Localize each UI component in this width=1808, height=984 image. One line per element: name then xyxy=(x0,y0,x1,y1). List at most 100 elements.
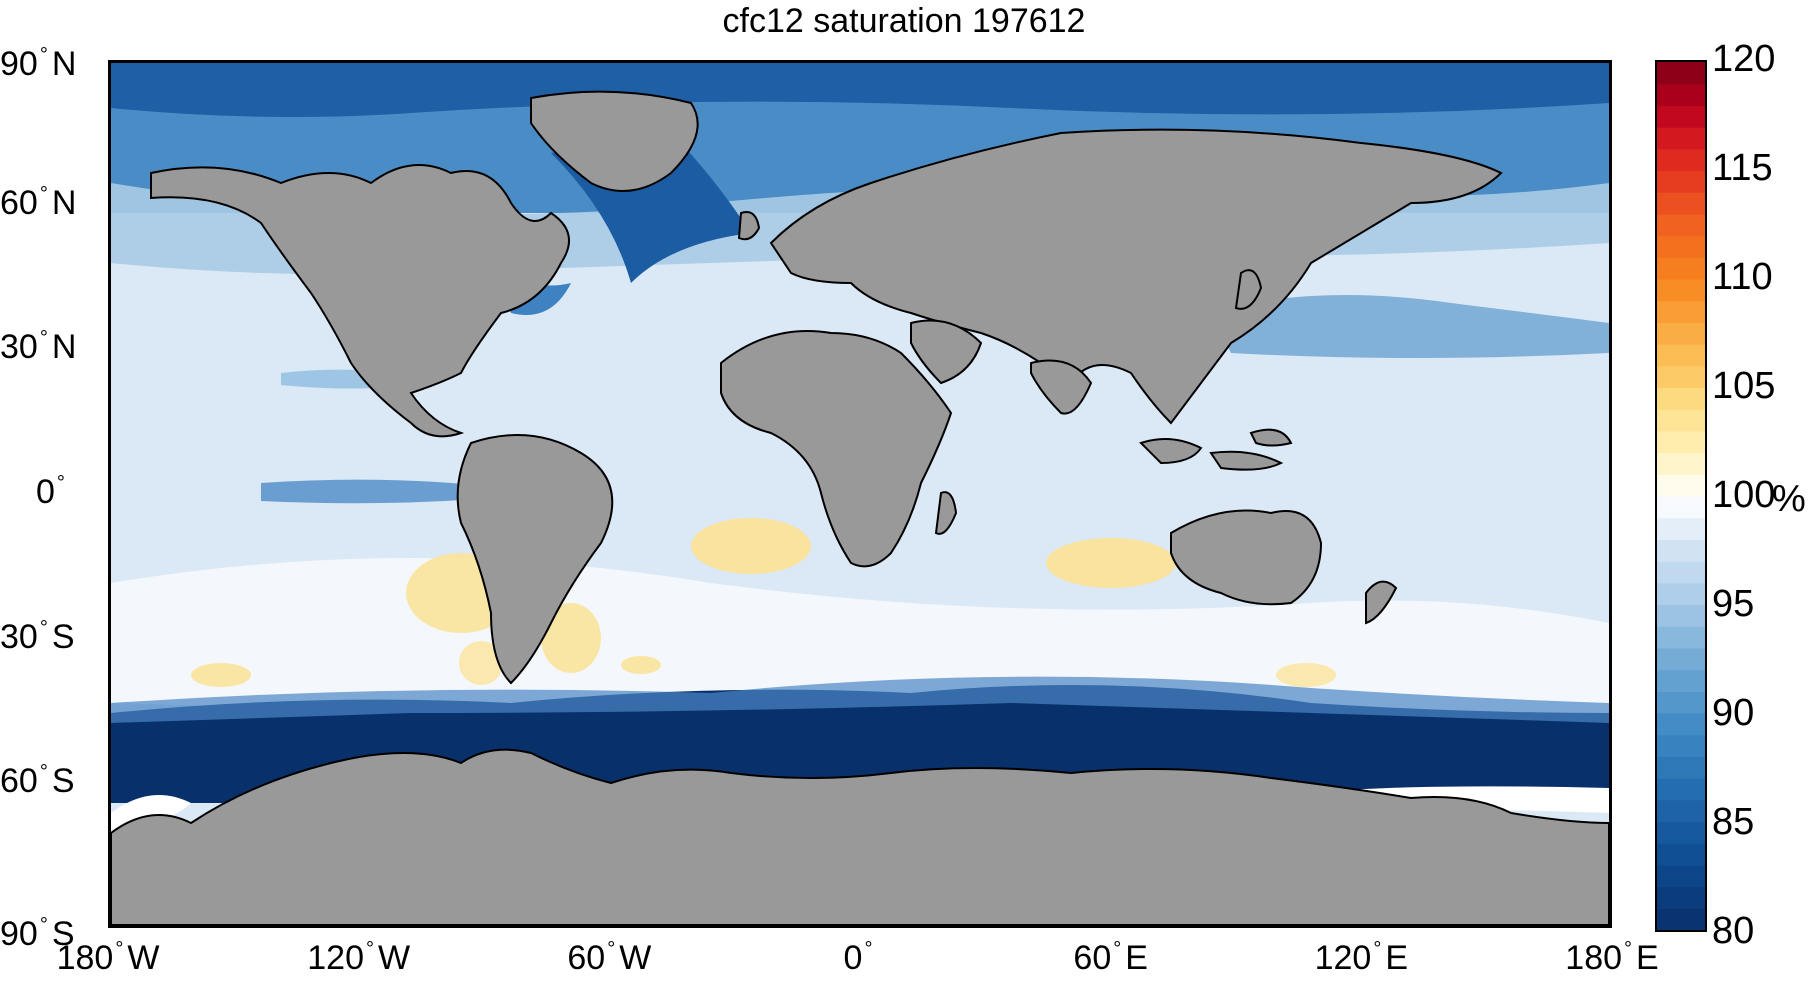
lon-label-value: 180 xyxy=(1565,939,1623,977)
lon-label-hemisphere: E xyxy=(1636,939,1659,977)
lat-label: 60 ° N xyxy=(0,183,76,223)
colorbar-tick-label: 105 xyxy=(1712,365,1776,407)
map-area[interactable] xyxy=(108,60,1612,928)
lon-label-value: 120 xyxy=(307,939,364,977)
colorbar-band xyxy=(1657,778,1705,801)
colorbar-band xyxy=(1657,387,1705,410)
colorbar-band xyxy=(1657,279,1705,302)
colorbar-band xyxy=(1657,604,1705,627)
colorbar-band xyxy=(1657,474,1705,497)
colorbar-band xyxy=(1657,127,1705,150)
map-title: cfc12 saturation 197612 xyxy=(722,2,1086,40)
degree-symbol: ° xyxy=(39,914,48,936)
lat-label: 0 ° xyxy=(36,472,69,512)
colorbar-band xyxy=(1657,647,1705,671)
colorbar-band xyxy=(1657,908,1705,930)
colorbar-band xyxy=(1657,365,1705,389)
colorbar-band xyxy=(1657,300,1705,323)
lon-label-value: 180 xyxy=(56,939,114,977)
lat-label: 90 ° S xyxy=(0,914,75,954)
colorbar-band xyxy=(1657,734,1705,757)
lon-label: 120 ° W xyxy=(307,938,410,978)
lon-label: 0 ° xyxy=(844,938,877,978)
north-america xyxy=(150,164,570,438)
africa xyxy=(720,330,953,568)
colorbar-band xyxy=(1657,561,1705,584)
degree-symbol: ° xyxy=(607,938,616,960)
degree-symbol: ° xyxy=(1624,938,1633,960)
lon-label-value: 60 xyxy=(1073,939,1112,977)
lat-label-hemisphere: N xyxy=(51,328,77,367)
lon-label-hemisphere: W xyxy=(619,939,652,977)
colorbar-band xyxy=(1657,691,1705,714)
lat-label-value: 60 xyxy=(0,183,38,222)
colorbar-tick-label: 120 xyxy=(1712,38,1776,80)
colorbar-band xyxy=(1657,83,1705,106)
degree-symbol: ° xyxy=(39,616,48,639)
australia xyxy=(1170,509,1323,606)
antarctica xyxy=(111,748,1609,925)
lon-label-hemisphere: W xyxy=(127,939,160,977)
degree-symbol: ° xyxy=(39,761,48,784)
colorbar-tick-label: 85 xyxy=(1712,801,1755,843)
lon-label-value: 0 xyxy=(843,939,863,977)
lat-label-hemisphere: S xyxy=(51,762,75,801)
degree-symbol: ° xyxy=(39,182,48,205)
degree-symbol: ° xyxy=(39,44,48,66)
lon-label: 60 ° W xyxy=(567,938,651,978)
lon-label: 120 ° E xyxy=(1315,938,1408,978)
degree-symbol: ° xyxy=(39,327,48,350)
colorbar-band xyxy=(1657,496,1705,519)
colorbar-band xyxy=(1657,626,1705,649)
lon-label-hemisphere: E xyxy=(1125,939,1148,977)
lat-label-hemisphere: N xyxy=(51,45,77,83)
land-masses xyxy=(111,90,1609,925)
colorbar-band xyxy=(1657,452,1705,475)
colorbar-tick-label: 100 xyxy=(1712,474,1776,516)
colorbar-tick-label: 115 xyxy=(1712,147,1773,189)
lat-label: 60 ° S xyxy=(0,761,75,801)
lon-label-hemisphere: W xyxy=(377,939,411,977)
lat-label-value: 30 xyxy=(0,328,38,367)
lat-label-value: 60 xyxy=(0,762,38,801)
colorbar-tick-label: 110 xyxy=(1712,256,1773,298)
colorbar-band xyxy=(1657,799,1705,823)
colorbar-band xyxy=(1657,344,1705,367)
colorbar-tick-label: 80 xyxy=(1712,910,1755,952)
south-america xyxy=(456,434,614,685)
lat-label: 30 ° N xyxy=(0,327,76,367)
colorbar-tick-label: 90 xyxy=(1712,692,1755,734)
lat-label: 30 ° S xyxy=(0,617,75,657)
colorbar-band xyxy=(1657,257,1705,280)
degree-symbol: ° xyxy=(365,938,374,960)
colorbar xyxy=(1655,60,1707,932)
lat-label-hemisphere: S xyxy=(51,617,75,656)
lat-label-value: 0 xyxy=(36,473,55,511)
lat-label-hemisphere: N xyxy=(51,183,77,222)
colorbar-band xyxy=(1657,235,1705,258)
eurasia xyxy=(769,128,1503,425)
colorbar-gradient xyxy=(1657,62,1705,930)
lon-label-value: 120 xyxy=(1314,939,1372,977)
colorbar-band xyxy=(1657,192,1705,215)
colorbar-band xyxy=(1657,170,1705,193)
colorbar-band xyxy=(1657,582,1705,606)
colorbar-band xyxy=(1657,105,1705,128)
colorbar-band xyxy=(1657,539,1705,562)
degree-symbol: ° xyxy=(864,938,873,960)
lon-label: 180 ° E xyxy=(1565,938,1658,978)
colorbar-band xyxy=(1657,669,1705,692)
colorbar-band xyxy=(1657,713,1705,736)
lat-label-hemisphere: S xyxy=(51,915,75,953)
colorbar-band xyxy=(1657,62,1705,85)
degree-symbol: ° xyxy=(1373,938,1382,960)
colorbar-band xyxy=(1657,517,1705,540)
colorbar-band xyxy=(1657,409,1705,432)
lon-label: 60 ° E xyxy=(1073,938,1148,978)
lat-label-value: 90 xyxy=(0,915,38,953)
lon-label-hemisphere: E xyxy=(1385,939,1409,977)
colorbar-band xyxy=(1657,213,1705,237)
lon-label: 180 ° W xyxy=(57,938,160,978)
colorbar-band xyxy=(1657,430,1705,454)
lon-label-value: 60 xyxy=(567,939,606,977)
